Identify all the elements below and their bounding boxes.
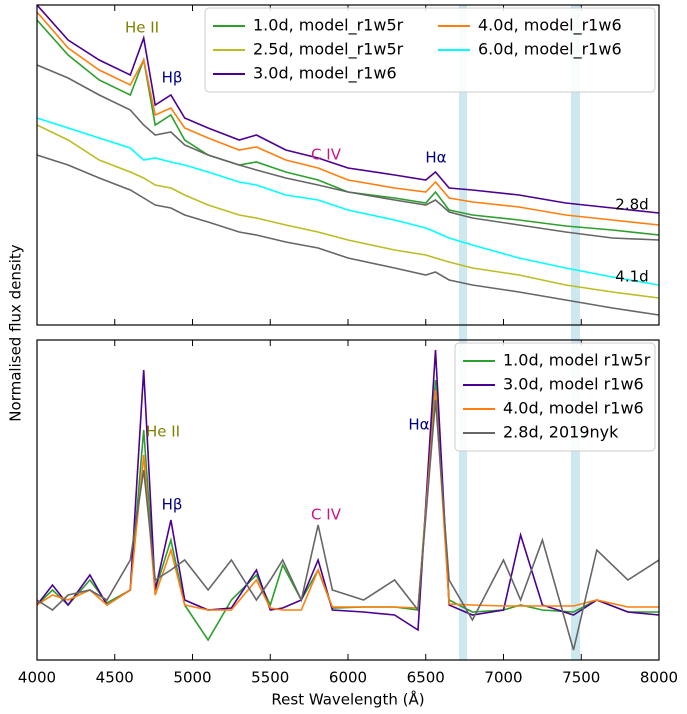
- legend-box: [454, 342, 656, 452]
- y-axis-label: Normalised flux density: [7, 244, 25, 421]
- legend-box: [204, 7, 656, 93]
- plot-area: [37, 349, 659, 651]
- legend-label: 2.5d, model_r1w5r: [253, 40, 404, 60]
- line-annotation: C IV: [311, 506, 342, 524]
- x-tick-label: 4000: [18, 669, 56, 687]
- legend-label: 3.0d, model r1w6: [503, 375, 644, 394]
- spectrum-line: [37, 19, 659, 236]
- legend-label: 4.0d, model_r1w6: [478, 16, 622, 36]
- legend-label: 6.0d, model_r1w6: [478, 40, 622, 60]
- spectrum-line: [37, 117, 659, 286]
- legend-label: 2.8d, 2019nyk: [503, 423, 619, 442]
- line-annotation: 2.8d: [615, 196, 648, 214]
- x-tick-label: 6000: [329, 669, 367, 687]
- line-annotation: Hα: [425, 149, 446, 167]
- line-annotation: He II: [125, 19, 159, 37]
- line-annotation: Hβ: [162, 69, 183, 87]
- spectrum-line: [37, 11, 659, 226]
- telluric-band: [459, 5, 467, 660]
- line-annotation: Hα: [408, 416, 429, 434]
- legend-label: 3.0d, model_r1w6: [253, 64, 397, 84]
- spectrum-line: [37, 154, 659, 316]
- spectrum-line: [37, 64, 659, 241]
- spectrum-line: [37, 389, 659, 611]
- legend-label: 1.0d, model r1w5r: [503, 351, 651, 370]
- spectrum-line: [37, 124, 659, 299]
- x-tick-label: 7000: [484, 669, 522, 687]
- line-annotation: C IV: [311, 146, 342, 164]
- spectrum-line: [37, 399, 659, 651]
- legend-label: 4.0d, model r1w6: [503, 399, 644, 418]
- x-axis-label: Rest Wavelength (Å): [271, 690, 424, 709]
- x-tick-label: 4500: [96, 669, 134, 687]
- line-annotation: 4.1d: [615, 268, 648, 286]
- line-annotation: Hβ: [162, 496, 183, 514]
- plot-area: [37, 5, 659, 316]
- x-tick-label: 5000: [173, 669, 211, 687]
- spectrum-line: [37, 5, 659, 214]
- line-annotation: He II: [146, 423, 180, 441]
- x-tick-label: 7500: [562, 669, 600, 687]
- telluric-band: [571, 5, 580, 660]
- x-tick-label: 8000: [640, 669, 678, 687]
- x-tick-label: 6500: [407, 669, 445, 687]
- x-tick-label: 5500: [251, 669, 289, 687]
- legend-label: 1.0d, model_r1w5r: [253, 16, 404, 36]
